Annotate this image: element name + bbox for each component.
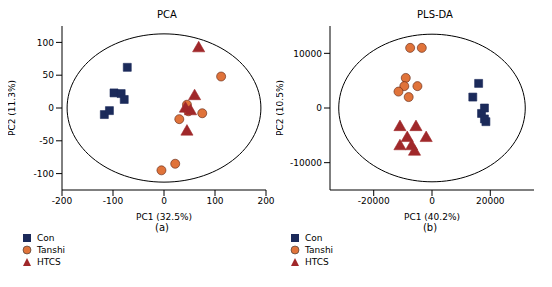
svg-text:-10000: -10000 [290, 158, 322, 168]
svg-text:0: 0 [316, 103, 322, 113]
svg-text:10000: 10000 [293, 49, 322, 59]
svg-text:100: 100 [206, 196, 223, 206]
svg-text:-200: -200 [52, 196, 73, 206]
html-text:PLS-DA: PLS-DA [417, 9, 453, 20]
svg-text:PC2 (10.5%): PC2 (10.5%) [276, 80, 285, 136]
svg-text:-20000: -20000 [358, 196, 390, 206]
svg-text:0: 0 [429, 196, 435, 206]
html-text:Tanshi: Tanshi [305, 245, 334, 255]
html-text:Con: Con [37, 233, 55, 243]
html-text:Tanshi: Tanshi [37, 245, 66, 255]
html-text:(b): (b) [422, 222, 438, 233]
svg-text:-50: -50 [39, 136, 54, 146]
svg-text:100: 100 [37, 38, 54, 48]
svg-text:PC2 (11.3%): PC2 (11.3%) [8, 80, 17, 136]
svg-text:200: 200 [257, 196, 274, 206]
html-text:(a): (a) [155, 222, 169, 233]
svg-text:0: 0 [48, 103, 54, 113]
html-text:Con: Con [305, 233, 323, 243]
html-text:HTCS: HTCS [305, 257, 329, 267]
html-text:PCA: PCA [157, 9, 177, 20]
svg-text:-100: -100 [34, 169, 55, 179]
svg-text:PC1 (32.5%): PC1 (32.5%) [136, 212, 192, 222]
svg-text:50: 50 [43, 70, 55, 80]
svg-text:20000: 20000 [476, 196, 505, 206]
html-text:HTCS: HTCS [37, 257, 61, 267]
svg-text:0: 0 [161, 196, 167, 206]
svg-text:-100: -100 [103, 196, 124, 206]
svg-text:PC1 (40.2%): PC1 (40.2%) [404, 212, 460, 222]
